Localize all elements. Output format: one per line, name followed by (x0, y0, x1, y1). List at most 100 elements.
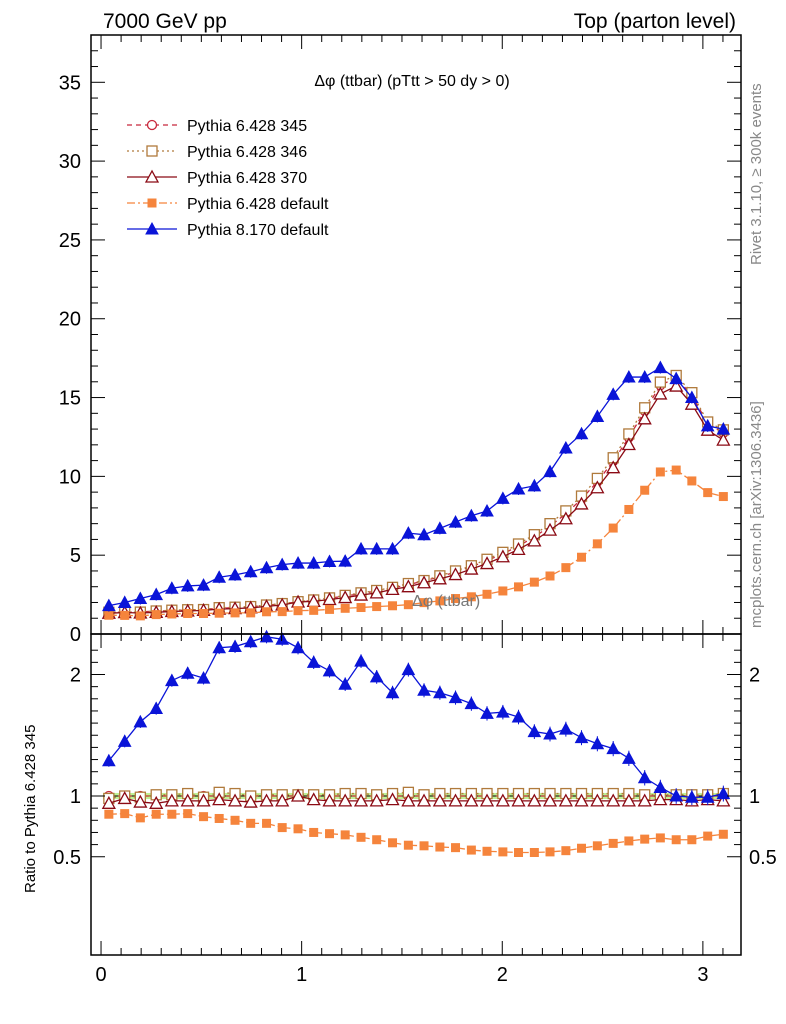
ratio-point (653, 780, 668, 793)
data-point (165, 581, 179, 594)
ratio-point (196, 793, 211, 807)
ratio-point (574, 793, 589, 807)
legend-entry: Pythia 6.428 345 (127, 118, 307, 135)
ratio-point (322, 793, 337, 807)
data-point (527, 533, 542, 547)
ratio-point (685, 790, 699, 803)
y-tick-label: 35 (59, 72, 81, 94)
ratio-line (108, 812, 724, 854)
data-point (104, 610, 114, 620)
data-point (653, 386, 668, 400)
data-point (353, 587, 369, 601)
ratio-point (401, 793, 416, 807)
legend-label: Pythia 6.428 default (187, 196, 329, 213)
data-point (354, 541, 368, 555)
data-point (716, 432, 731, 446)
data-point (590, 480, 605, 494)
ratio-point (259, 793, 274, 807)
ratio-point (151, 809, 161, 819)
ratio-point (164, 793, 179, 807)
data-point (167, 609, 177, 619)
data-point (511, 481, 526, 495)
y-tick-label: 0 (70, 624, 81, 646)
ratio-point (716, 786, 731, 800)
data-point (498, 586, 508, 596)
ratio-point (527, 724, 542, 738)
data-point (511, 541, 526, 556)
ratio-series-4 (104, 809, 728, 857)
ratio-y-tick-label: 2 (70, 665, 81, 687)
data-point (543, 464, 557, 478)
data-point (212, 570, 227, 583)
data-point (716, 422, 731, 435)
data-point (718, 492, 728, 502)
data-point (149, 587, 164, 601)
ratio-point (369, 793, 384, 807)
ratio-point (514, 847, 524, 857)
x-tick-label: 1 (296, 964, 307, 986)
ratio-point (199, 812, 209, 822)
data-point (135, 611, 145, 621)
ratio-point (606, 793, 621, 807)
ratio-y-tick-label-right: 0.5 (749, 847, 777, 869)
ratio-point (212, 792, 227, 806)
ratio-point (149, 795, 164, 809)
data-point (435, 596, 445, 606)
ratio-point (180, 793, 195, 807)
ratio-point (419, 841, 429, 851)
data-point (637, 411, 652, 425)
legend-entry: Pythia 6.428 346 (127, 144, 307, 161)
legend: Pythia 6.428 345 Pythia 6.428 346 Pythia 6… (127, 118, 329, 239)
data-point (514, 582, 524, 592)
data-point (654, 376, 667, 388)
data-point (496, 491, 510, 504)
data-point (275, 557, 290, 571)
ratio-point (448, 690, 463, 704)
ratio-point (133, 794, 148, 808)
data-point (309, 605, 319, 615)
legend-entry: Pythia 6.428 370 (127, 169, 307, 187)
ratio-point (608, 838, 618, 848)
ratio-point (687, 835, 697, 845)
data-point (133, 591, 148, 605)
data-point (372, 602, 382, 612)
series-1 (103, 372, 729, 618)
ratio-point (464, 696, 479, 710)
data-point (527, 478, 542, 492)
data-point (262, 607, 272, 617)
ratio-y-tick-label-right: 2 (749, 665, 760, 687)
data-point (637, 370, 652, 383)
ratio-point (259, 629, 274, 643)
ratio-point (149, 701, 164, 715)
series-line (108, 374, 724, 613)
header-left: 7000 GeV pp (103, 10, 227, 33)
legend-entry: Pythia 8.170 default (127, 221, 329, 239)
ratio-point (718, 829, 728, 839)
ratio-point (275, 793, 290, 807)
ratio-point (338, 793, 353, 807)
ratio-point (637, 770, 652, 784)
data-point (464, 508, 479, 522)
data-point (542, 522, 558, 536)
ratio-point (104, 809, 114, 819)
ratio-point (165, 673, 179, 687)
series-4 (104, 465, 728, 621)
ratio-point (655, 833, 665, 843)
x-tick-label: 3 (697, 964, 708, 986)
ratio-point (243, 634, 258, 648)
ratio-point (227, 793, 243, 807)
ratio-point (621, 793, 636, 807)
data-point (183, 609, 193, 619)
data-point (293, 606, 303, 616)
legend-label: Pythia 8.170 default (187, 222, 329, 239)
ratio-point (356, 832, 366, 842)
ratio-point (102, 753, 116, 767)
data-point (401, 579, 416, 593)
legend-marker (145, 221, 159, 235)
data-point (464, 561, 479, 575)
data-point (120, 610, 130, 620)
data-point (529, 577, 539, 587)
ratio-line (108, 795, 724, 804)
data-point (640, 485, 650, 495)
ratio-point (433, 685, 447, 699)
